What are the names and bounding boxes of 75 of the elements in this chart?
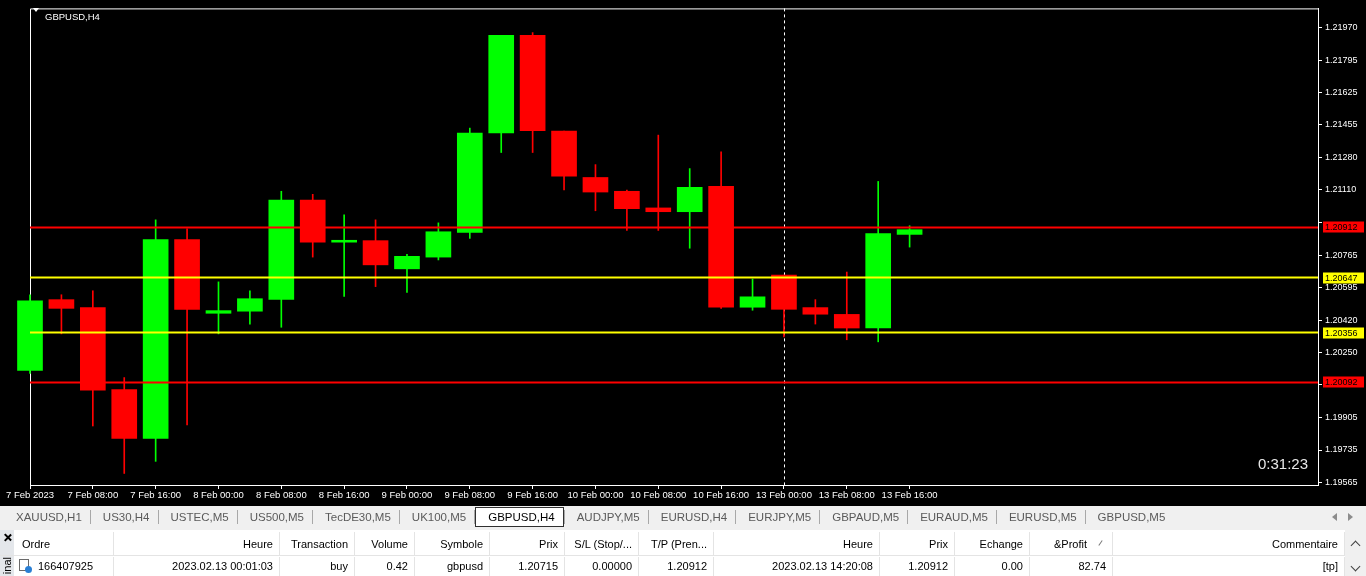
category-label: AUDJPY,M5 (576, 511, 640, 523)
y-tick-label: 1.21110 (1325, 184, 1357, 195)
text: Heure (843, 538, 873, 550)
category-label: GBPUSD,H4 (488, 511, 555, 523)
x-tick-label: 8 Feb 00:00 (193, 489, 244, 501)
text: 0.00000 (592, 560, 632, 572)
text: Volume (371, 538, 408, 550)
text: Echange (979, 538, 1023, 550)
category-label: TecDE30,M5 (325, 511, 391, 523)
category-label: EURUSD,M5 (1008, 511, 1077, 523)
category-label: GBPUSD,M5 (1097, 511, 1166, 523)
y-tick-label: 1.21625 (1325, 87, 1358, 98)
y-tick-label: 1.19905 (1325, 412, 1358, 423)
text: Transaction (290, 538, 348, 550)
category-label: USTEC,M5 (170, 511, 229, 523)
ref-line-label: 1.20912 (1325, 221, 1358, 232)
text: &Profit (1053, 538, 1087, 550)
category-label: UK100,M5 (411, 511, 467, 523)
x-tick-label: 13 Feb 16:00 (881, 489, 938, 501)
chart-title: GBPUSD,H4 (45, 11, 100, 23)
text: buy (330, 560, 348, 572)
y-tick-label: 1.19735 (1325, 444, 1358, 455)
x-tick-label: 8 Feb 08:00 (255, 489, 307, 501)
text: Prix (539, 538, 558, 550)
text: gbpusd (446, 560, 483, 572)
text: 166407925 (38, 560, 94, 572)
text: T/P (Pren... (650, 538, 707, 550)
x-tick-label: 8 Feb 16:00 (318, 489, 370, 501)
text: Symbole (440, 538, 483, 550)
category-label: EURUSD,H4 (660, 511, 728, 523)
text: 82.74 (1078, 560, 1106, 572)
text: 2023.02.13 14:20:08 (772, 560, 873, 572)
text: 0.00 (1001, 560, 1023, 572)
text: 1.20912 (667, 560, 707, 572)
x-tick-label: 10 Feb 00:00 (567, 489, 624, 501)
text: Ordre (22, 538, 51, 550)
text: 0.42 (386, 560, 408, 572)
text: S/L (Stop/... (574, 538, 632, 550)
y-tick-label: 1.20420 (1325, 314, 1358, 325)
text: 1.20912 (908, 560, 948, 572)
y-tick-label: 1.20595 (1325, 281, 1358, 292)
x-tick-label: 13 Feb 00:00 (755, 489, 812, 501)
y-tick-label: 1.21795 (1325, 54, 1358, 65)
x-tick-label: 10 Feb 08:00 (630, 489, 687, 501)
x-tick-label: 7 Feb 16:00 (130, 489, 182, 501)
text: [tp] (1322, 560, 1338, 572)
y-tick-label: 1.20250 (1325, 347, 1358, 358)
text: 1.20715 (518, 560, 558, 572)
category-label: GBPAUD,M5 (832, 511, 900, 523)
x-tick-label: 10 Feb 16:00 (693, 489, 750, 501)
category-label: EURAUD,M5 (920, 511, 988, 523)
text: 2023.02.13 00:01:03 (172, 560, 273, 572)
y-tick-label: 1.20765 (1325, 249, 1358, 260)
y-tick-label: 1.19565 (1325, 476, 1358, 487)
y-tick-label: 1.21280 (1325, 152, 1358, 163)
x-tick-label: 7 Feb 08:00 (67, 489, 119, 501)
x-tick-label: 7 Feb 2023 (5, 489, 55, 501)
text: Commentaire (1271, 538, 1338, 550)
text: Prix (929, 538, 948, 550)
x-tick-label: 9 Feb 00:00 (381, 489, 433, 501)
y-tick-label: 1.21455 (1325, 119, 1358, 130)
category-label: US500,M5 (249, 511, 304, 523)
category-label: XAUUSD,H1 (16, 511, 82, 523)
x-tick-label: 9 Feb 08:00 (444, 489, 496, 501)
category-label: US30,H4 (102, 511, 150, 523)
ref-line-label: 1.20092 (1325, 376, 1358, 387)
x-tick-label: 9 Feb 16:00 (507, 489, 558, 501)
x-tick-label: 13 Feb 08:00 (818, 489, 875, 501)
text: Heure (243, 538, 273, 550)
ref-line-label: 1.20647 (1325, 272, 1358, 283)
y-tick-label: 1.21970 (1325, 21, 1358, 32)
text: inal (1, 557, 13, 575)
annotation: 0:31:23 (1257, 455, 1308, 473)
category-label: EURJPY,M5 (748, 511, 812, 523)
ref-line-label: 1.20356 (1325, 327, 1358, 338)
